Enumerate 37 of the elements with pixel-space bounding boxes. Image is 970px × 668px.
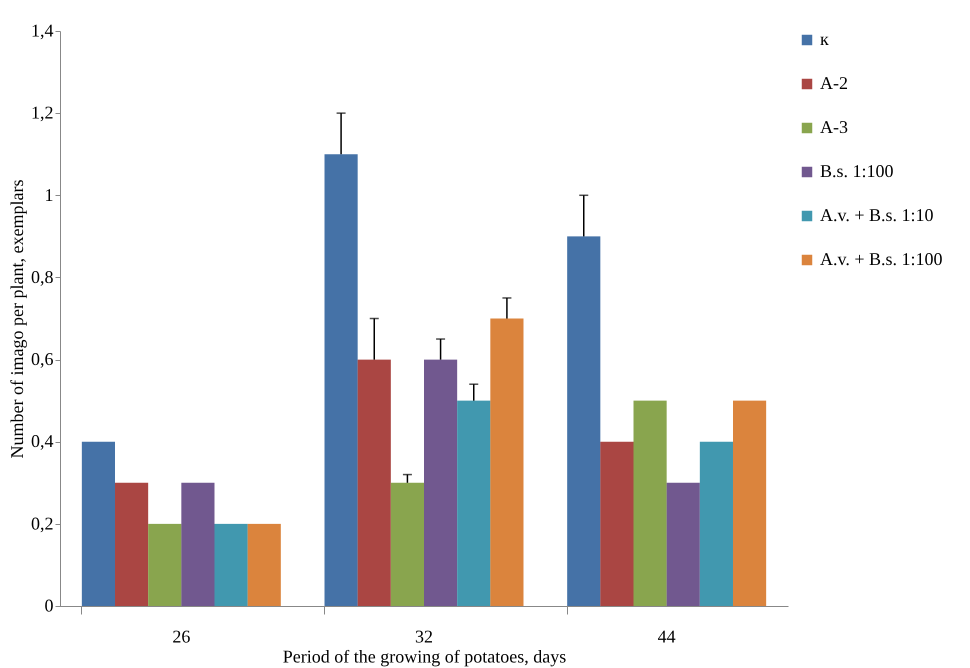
bar	[248, 524, 281, 606]
bar	[82, 442, 116, 606]
y-tick-label: 0	[44, 596, 54, 616]
bar	[457, 400, 490, 606]
y-tick-label: 1,2	[31, 102, 54, 123]
bar	[324, 154, 358, 606]
bar	[390, 482, 424, 606]
legend-label: B.s. 1:100	[820, 161, 894, 181]
y-tick-label: 0,4	[31, 431, 54, 452]
bar	[115, 482, 148, 606]
bar	[700, 442, 733, 606]
bar	[732, 400, 766, 606]
bar	[490, 318, 524, 606]
x-axis-title: Period of the growing of potatoes, days	[282, 646, 566, 666]
bar	[666, 482, 700, 606]
bar	[358, 360, 391, 606]
legend-label: A-3	[820, 117, 848, 137]
legend-label: A.v. + B.s. 1:10	[820, 205, 934, 225]
legend-label: A-2	[820, 73, 848, 93]
x-tick-label: 44	[658, 626, 676, 646]
legend-label: к	[820, 29, 829, 49]
bar	[567, 236, 600, 606]
bar	[214, 524, 248, 606]
legend-label: A.v. + B.s. 1:100	[820, 249, 942, 269]
bar	[181, 482, 214, 606]
y-tick-label: 1,4	[31, 20, 54, 40]
y-tick-label: 1	[44, 184, 54, 205]
x-tick-label: 26	[172, 626, 190, 646]
bar	[148, 524, 182, 606]
y-tick-label: 0,6	[31, 349, 54, 370]
bar	[424, 360, 458, 606]
bar	[634, 400, 667, 606]
y-axis-title: Number of imago per plant, exemplars	[7, 180, 27, 458]
y-tick-label: 0,8	[31, 266, 54, 287]
y-tick-label: 0,2	[31, 513, 54, 534]
x-tick-label: 32	[415, 626, 433, 646]
bar	[600, 442, 634, 606]
